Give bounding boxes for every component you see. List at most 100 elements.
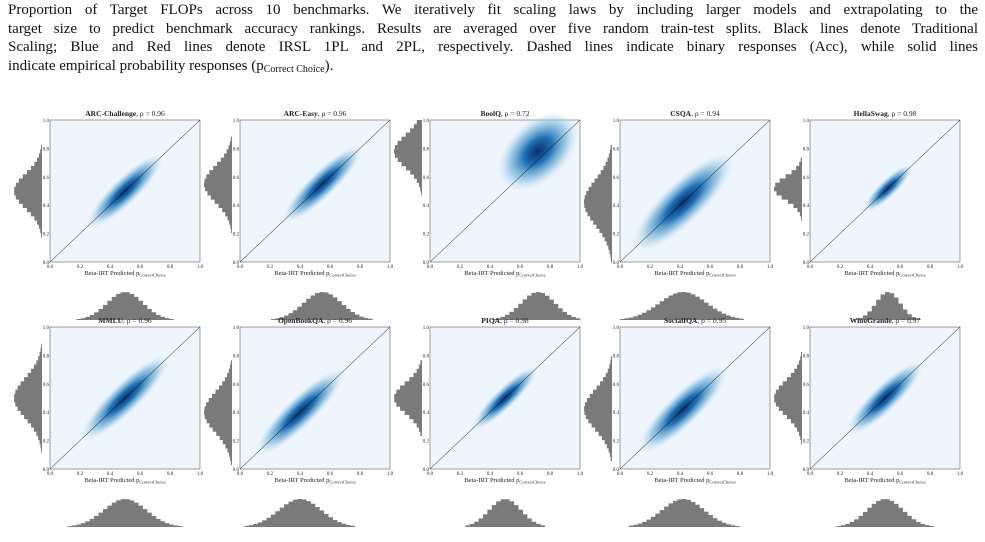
y-marginal-bar <box>231 228 232 234</box>
x-axis-label-sub: CorrectChoice <box>139 273 165 278</box>
x-marginal-bar <box>505 314 510 320</box>
y-marginal-bar <box>33 427 42 432</box>
y-marginal-bar <box>610 456 612 461</box>
y-marginal-bar <box>800 356 802 361</box>
y-marginal-bar <box>40 347 42 353</box>
y-marginal-bar <box>418 182 422 188</box>
y-marginal-bar <box>586 191 612 196</box>
x-marginal-bar <box>535 292 541 320</box>
x-marginal-bar <box>531 521 537 527</box>
panel-title: OpenBookQA, ρ = 0.96 <box>278 316 352 325</box>
x-marginal-bar <box>854 319 859 320</box>
x-tick-label: 1.0 <box>387 265 394 270</box>
x-marginal-bar <box>540 292 546 320</box>
y-marginal-bar <box>606 241 612 246</box>
panel-title: CSQA, ρ = 0.94 <box>670 109 720 118</box>
x-marginal-bar <box>721 313 727 320</box>
y-marginal-bar <box>606 443 612 449</box>
y-tick-label: 0.6 <box>803 383 810 388</box>
y-marginal-bar <box>588 418 612 424</box>
x-marginal-bar <box>319 292 325 320</box>
y-marginal-bar <box>222 381 232 386</box>
y-marginal-bar <box>778 406 802 411</box>
y-marginal-bar <box>409 414 422 420</box>
y-tick-label: 0.6 <box>43 176 50 181</box>
panel-title-rho: , ρ = 0.96 <box>123 316 152 325</box>
y-marginal-bar <box>410 128 422 133</box>
y-tick-label: 0.4 <box>613 204 620 209</box>
y-tick-label: 0.4 <box>43 411 50 416</box>
panel-title-name: ARC-Challenge <box>85 109 137 118</box>
y-marginal-bar <box>14 186 42 192</box>
x-marginal-bar <box>549 299 554 320</box>
x-marginal-bar <box>911 317 917 320</box>
y-marginal-bar <box>609 249 612 254</box>
y-tick-label: 0.8 <box>233 147 240 152</box>
x-marginal-bar <box>690 294 696 320</box>
x-axis-label-text: Beta-IRT Predicted p <box>654 477 709 484</box>
y-marginal-bar <box>211 393 232 399</box>
y-marginal-bar <box>782 381 802 386</box>
x-marginal-bar <box>885 499 890 527</box>
x-tick-label: 0.2 <box>267 265 274 270</box>
x-marginal-bar <box>80 318 86 320</box>
y-marginal-bar <box>610 145 612 150</box>
x-marginal-bar <box>292 310 298 320</box>
y-marginal-bar <box>786 414 802 420</box>
panel-title-name: BoolQ <box>480 109 501 118</box>
x-axis-label: Beta-IRT Predicted pCorrectChoice <box>464 270 545 278</box>
y-tick-label: 0.8 <box>613 147 620 152</box>
x-axis-label-sub: CorrectChoice <box>709 480 735 485</box>
x-marginal-bar <box>482 514 488 527</box>
x-marginal-bar <box>527 295 532 320</box>
x-marginal-bar <box>173 525 179 527</box>
panel-title: HellaSwag, ρ = 0.98 <box>854 109 917 118</box>
x-marginal-bar <box>120 499 126 527</box>
y-marginal-bar <box>413 372 422 378</box>
panel-title-rho: , ρ = 0.72 <box>501 109 530 118</box>
panel-title-rho: , ρ = 0.98 <box>500 316 529 325</box>
y-marginal-bar <box>413 418 422 424</box>
x-tick-label: 0.6 <box>137 265 144 270</box>
y-marginal-bar <box>584 410 612 416</box>
x-tick-label: 0.0 <box>807 472 814 477</box>
y-marginal-bar <box>34 216 42 221</box>
x-marginal-bar <box>323 514 329 527</box>
x-marginal-bar <box>734 525 740 527</box>
panel: 0.00.0 0.2 0.2 0.4 0.4 0.6 0.6 0.8 0.8 1.0 1.0 Beta… <box>394 109 584 320</box>
y-marginal-bar <box>229 364 232 370</box>
x-marginal-bar <box>637 523 643 527</box>
x-axis-label: Beta-IRT Predicted pCorrectChoice <box>274 477 355 485</box>
x-marginal-bar <box>686 499 691 527</box>
y-tick-label: 0.2 <box>233 233 240 238</box>
y-tick-label: 0.8 <box>233 354 240 359</box>
x-tick-label: 0.8 <box>927 472 934 477</box>
x-marginal-bar <box>500 499 506 527</box>
x-marginal-bar <box>681 499 687 527</box>
y-marginal-bar <box>787 199 802 204</box>
x-marginal-bar <box>712 518 718 527</box>
y-marginal-bar <box>220 157 232 163</box>
y-marginal-bar <box>591 182 612 188</box>
x-marginal-bar <box>332 519 338 527</box>
x-marginal-bar <box>270 319 276 320</box>
x-marginal-bar <box>85 521 91 527</box>
x-marginal-bar <box>164 318 170 320</box>
x-marginal-bar <box>686 292 691 320</box>
y-marginal-bar <box>590 216 612 221</box>
y-marginal-bar <box>204 410 232 416</box>
x-marginal-bar <box>642 312 647 320</box>
x-tick-label: 0.0 <box>617 472 624 477</box>
y-marginal-bar <box>26 207 42 213</box>
y-marginal-bar <box>790 372 802 378</box>
x-tick-label: 0.2 <box>267 472 274 477</box>
x-axis-label-sub: CorrectChoice <box>899 480 925 485</box>
panel: 0.00.0 0.2 0.2 0.4 0.4 0.6 0.6 0.8 0.8 1.0 1.0 Beta… <box>774 316 964 527</box>
caption-line: Proportion of Target FLOPs across 10 ben… <box>8 2 978 18</box>
y-marginal-bar <box>596 224 612 229</box>
x-marginal-bar <box>76 319 82 320</box>
x-axis-label-sub: CorrectChoice <box>519 273 545 278</box>
x-marginal-bar <box>509 501 515 527</box>
y-marginal-bar <box>586 398 612 403</box>
x-axis-label-text: Beta-IRT Predicted p <box>464 270 519 277</box>
